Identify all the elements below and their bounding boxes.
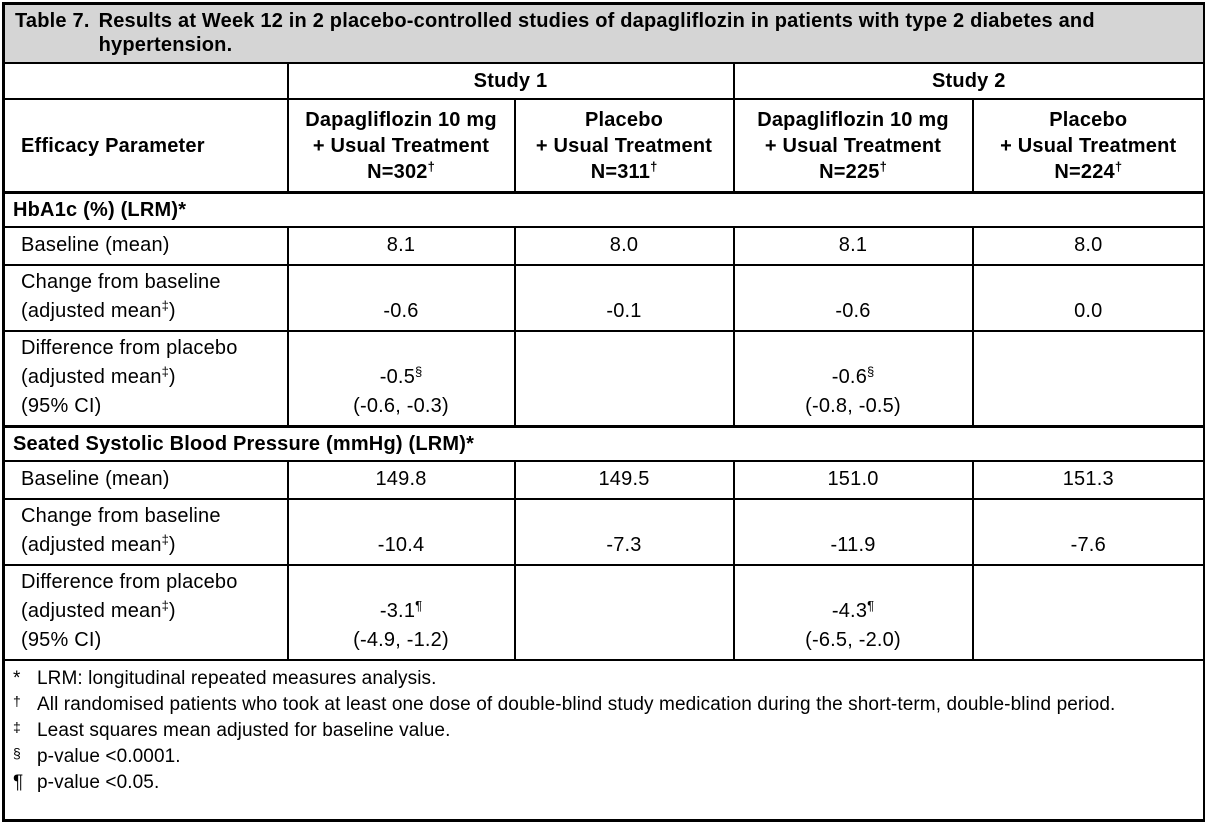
section-note: ¶ bbox=[867, 598, 875, 613]
footnotes-row: * LRM: longitudinal repeated measures an… bbox=[2, 659, 1205, 822]
dagger-note: † bbox=[879, 158, 887, 174]
value-cell: 149.8 bbox=[286, 460, 516, 500]
study1-header: Study 1 bbox=[286, 62, 735, 100]
asterisk-symbol: * bbox=[13, 668, 21, 689]
double-dagger-symbol: ‡ bbox=[13, 719, 21, 735]
difference-value-cell: -3.1¶ (-4.9, -1.2) bbox=[286, 564, 516, 661]
value-cell: -0.6 bbox=[286, 264, 516, 332]
column-header-dapa-study2: Dapagliflozin 10 mg + Usual Treatment N=… bbox=[732, 98, 974, 194]
empty-cell bbox=[971, 330, 1205, 428]
value-cell: -10.4 bbox=[286, 498, 516, 566]
column-header-placebo-study1: Placebo + Usual Treatment N=311† bbox=[513, 98, 735, 194]
value-cell: -0.6 bbox=[732, 264, 974, 332]
ssbp-difference-row: Difference from placebo (adjusted mean‡)… bbox=[2, 564, 1205, 661]
row-label: Change from baseline (adjusted mean‡) bbox=[2, 264, 289, 332]
confidence-interval: (-6.5, -2.0) bbox=[805, 629, 901, 651]
section-symbol: § bbox=[13, 745, 21, 761]
hba1c-change-row: Change from baseline (adjusted mean‡) -0… bbox=[2, 264, 1205, 332]
confidence-interval: (-0.8, -0.5) bbox=[805, 395, 901, 417]
section-header-ssbp: Seated Systolic Blood Pressure (mmHg) (L… bbox=[2, 425, 1205, 462]
footnote-least-squares: ‡ Least squares mean adjusted for baseli… bbox=[13, 718, 1195, 744]
confidence-interval: (-0.6, -0.3) bbox=[353, 395, 449, 417]
footnote-text: p-value <0.05. bbox=[37, 772, 160, 793]
value-cell: 8.0 bbox=[513, 226, 735, 266]
value-cell: 8.0 bbox=[971, 226, 1205, 266]
dagger-note: † bbox=[650, 158, 658, 174]
footnote-text: All randomised patients who took at leas… bbox=[37, 694, 1116, 715]
value-cell: 151.3 bbox=[971, 460, 1205, 500]
double-dagger-note: ‡ bbox=[161, 364, 169, 379]
section-title: Seated Systolic Blood Pressure (mmHg) (L… bbox=[2, 425, 1205, 462]
value-cell: -7.3 bbox=[513, 498, 735, 566]
difference-value-cell: -0.6§ (-0.8, -0.5) bbox=[732, 330, 974, 428]
footnote-pvalue-005: ¶ p-value <0.05. bbox=[13, 770, 1195, 796]
dagger-symbol: † bbox=[13, 693, 21, 709]
row-label: Difference from placebo (adjusted mean‡)… bbox=[2, 564, 289, 661]
confidence-interval: (-4.9, -1.2) bbox=[353, 629, 449, 651]
section-note: § bbox=[867, 364, 875, 379]
section-note: ¶ bbox=[415, 598, 423, 613]
footnote-text: LRM: longitudinal repeated measures anal… bbox=[37, 668, 437, 689]
empty-cell bbox=[513, 330, 735, 428]
study-group-row: Study 1 Study 2 bbox=[2, 62, 1205, 100]
hba1c-baseline-row: Baseline (mean) 8.1 8.0 8.1 8.0 bbox=[2, 226, 1205, 266]
column-header-dapa-study1: Dapagliflozin 10 mg + Usual Treatment N=… bbox=[286, 98, 516, 194]
column-header-row: Efficacy Parameter Dapagliflozin 10 mg +… bbox=[2, 98, 1205, 194]
value-cell: -7.6 bbox=[971, 498, 1205, 566]
ssbp-baseline-row: Baseline (mean) 149.8 149.5 151.0 151.3 bbox=[2, 460, 1205, 500]
table-title-row: Table 7. Results at Week 12 in 2 placebo… bbox=[2, 2, 1205, 64]
empty-cell bbox=[971, 564, 1205, 661]
footnote-pvalue-0001: § p-value <0.0001. bbox=[13, 744, 1195, 770]
ssbp-change-row: Change from baseline (adjusted mean‡) -1… bbox=[2, 498, 1205, 566]
footnote-randomised: † All randomised patients who took at le… bbox=[13, 692, 1195, 718]
row-label: Difference from placebo (adjusted mean‡)… bbox=[2, 330, 289, 428]
double-dagger-note: ‡ bbox=[161, 298, 169, 313]
value-cell: -0.1 bbox=[513, 264, 735, 332]
dagger-note: † bbox=[427, 158, 435, 174]
section-title: HbA1c (%) (LRM)* bbox=[2, 191, 1205, 228]
row-label: Change from baseline (adjusted mean‡) bbox=[2, 498, 289, 566]
value-cell: 151.0 bbox=[732, 460, 974, 500]
table-number: Table 7. bbox=[15, 9, 90, 32]
section-note: § bbox=[415, 364, 423, 379]
row-label: Baseline (mean) bbox=[2, 460, 289, 500]
table-title: Table 7. Results at Week 12 in 2 placebo… bbox=[15, 9, 1195, 57]
footnotes-cell: * LRM: longitudinal repeated measures an… bbox=[2, 659, 1205, 822]
corner-empty-cell bbox=[2, 62, 289, 100]
footnote-text: p-value <0.0001. bbox=[37, 746, 181, 767]
value-cell: -11.9 bbox=[732, 498, 974, 566]
table-title-text: Results at Week 12 in 2 placebo-controll… bbox=[98, 9, 1095, 56]
study2-header: Study 2 bbox=[732, 62, 1205, 100]
dagger-note: † bbox=[1114, 158, 1123, 174]
value-cell: 8.1 bbox=[732, 226, 974, 266]
section-header-hba1c: HbA1c (%) (LRM)* bbox=[2, 191, 1205, 228]
table-title-cell: Table 7. Results at Week 12 in 2 placebo… bbox=[2, 2, 1205, 64]
footnote-lrm: * LRM: longitudinal repeated measures an… bbox=[13, 666, 1195, 692]
double-dagger-note: ‡ bbox=[161, 598, 169, 613]
difference-value-cell: -0.5§ (-0.6, -0.3) bbox=[286, 330, 516, 428]
footnote-text: Least squares mean adjusted for baseline… bbox=[37, 720, 451, 741]
value-cell: 0.0 bbox=[971, 264, 1205, 332]
double-dagger-note: ‡ bbox=[161, 532, 169, 547]
value-cell: 149.5 bbox=[513, 460, 735, 500]
hba1c-difference-row: Difference from placebo (adjusted mean‡)… bbox=[2, 330, 1205, 428]
empty-cell bbox=[513, 564, 735, 661]
row-label: Baseline (mean) bbox=[2, 226, 289, 266]
difference-value-cell: -4.3¶ (-6.5, -2.0) bbox=[732, 564, 974, 661]
pilcrow-symbol: ¶ bbox=[13, 772, 24, 793]
column-header-placebo-study2: Placebo + Usual Treatment N=224† bbox=[971, 98, 1205, 194]
efficacy-parameter-header: Efficacy Parameter bbox=[2, 98, 289, 194]
value-cell: 8.1 bbox=[286, 226, 516, 266]
